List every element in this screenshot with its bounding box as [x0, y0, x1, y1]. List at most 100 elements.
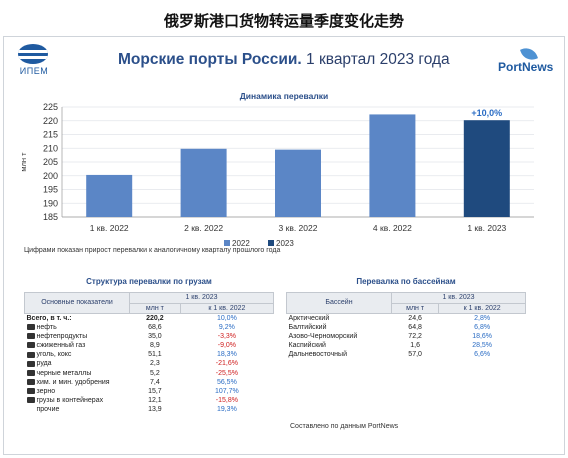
- x-tick-label: 1 кв. 2023: [467, 223, 506, 233]
- cargo-section-title: Структура перевалки по грузам: [86, 277, 212, 286]
- row-label: Арктический: [287, 314, 392, 324]
- y-tick-label: 225: [43, 102, 58, 112]
- row-name: хим. и мин. удобрения: [36, 378, 110, 386]
- row-name: Арктический: [288, 315, 330, 322]
- row-value: 5,2: [150, 369, 160, 377]
- bar-chart: 185 190 195 200 205 210 215 220 225 млн т 1 кв. 20…: [19, 102, 534, 248]
- basin-unit: млн т: [390, 302, 440, 314]
- y-tick-label: 205: [43, 157, 58, 167]
- table-row: нефть 68,6 9,2%: [25, 323, 274, 332]
- table-row: Всего, в т. ч.: 220,2 10,0%: [24, 313, 274, 324]
- grain-icon: [26, 387, 35, 394]
- chart-note: Цифрами показан прирост перевалки к анал…: [24, 247, 281, 254]
- metal-icon: [26, 369, 35, 376]
- table-row: зерно 15,7 107,7%: [25, 387, 274, 396]
- x-tick-label: 3 кв. 2022: [279, 223, 318, 233]
- table-row: уголь, кокс 51,1 18,3%: [25, 350, 274, 359]
- row-value: 220,2: [146, 315, 164, 322]
- row-value: 15,7: [148, 387, 162, 395]
- row-value: 24,6: [408, 315, 422, 322]
- row-change: 10,0%: [216, 315, 237, 322]
- row-change: 19,3%: [216, 405, 237, 413]
- row-change: 6,6%: [474, 351, 491, 359]
- row-name: Каспийский: [288, 342, 326, 350]
- row-value: 2,3: [150, 360, 160, 368]
- y-tick-label: 185: [43, 212, 58, 222]
- row-name: зерно: [36, 387, 56, 395]
- row-name: нефть: [36, 324, 57, 332]
- basin-col-label: Бассейн: [286, 292, 392, 314]
- row-label: Всего, в т. ч.:: [25, 314, 130, 324]
- legend-swatch: [224, 240, 230, 246]
- row-change: -3,3%: [217, 333, 237, 341]
- row-value: 8,9: [150, 342, 160, 350]
- table-row: нефтепродукты 35,0 -3,3%: [25, 332, 274, 341]
- table-row: прочие 13,9 19,3%: [25, 405, 274, 414]
- basin-section-title: Перевалка по бассейнам: [356, 277, 456, 286]
- y-tick-label: 190: [43, 198, 58, 208]
- row-name: Азово-Черноморский: [288, 333, 358, 341]
- row-label: грузы в контейнерах: [25, 396, 130, 405]
- row-change: 28,5%: [472, 342, 493, 350]
- table-row: сжиженный газ 8,9 -9,0%: [25, 341, 274, 350]
- table-row: грузы в контейнерах 12,1 -15,8%: [25, 396, 274, 405]
- cargo-unit: млн т: [129, 302, 181, 314]
- row-change: 107,7%: [215, 387, 239, 395]
- container-icon: [26, 397, 35, 403]
- basin-period: 1 кв. 2023: [391, 292, 526, 304]
- row-label: прочие: [25, 405, 130, 414]
- row-label: зерно: [25, 387, 130, 396]
- gas-tank-icon: [26, 342, 35, 349]
- row-change: 18,6%: [472, 333, 493, 341]
- page-title: Морские порты России. 1 квартал 2023 год…: [118, 51, 450, 69]
- row-value: 72,2: [408, 333, 422, 341]
- legend-swatch: [268, 240, 274, 246]
- row-label: Дальневосточный: [287, 350, 392, 359]
- table-row: черные металлы 5,2 -25,5%: [25, 369, 274, 378]
- row-name: грузы в контейнерах: [36, 396, 104, 404]
- row-label: Балтийский: [287, 323, 392, 332]
- row-change: 9,2%: [218, 324, 235, 332]
- row-label: Азово-Черноморский: [287, 332, 392, 341]
- row-change: 6,8%: [474, 324, 491, 332]
- row-change: 2,8%: [474, 315, 491, 322]
- row-name: прочие: [36, 405, 60, 413]
- cargo-col-label: Основные показатели: [24, 292, 130, 314]
- row-label: хим. и мин. удобрения: [25, 378, 130, 387]
- row-label: уголь, кокс: [25, 350, 130, 359]
- row-label: руда: [25, 359, 130, 368]
- cargo-period: 1 кв. 2023: [129, 292, 274, 304]
- legend-label: 2023: [276, 239, 294, 248]
- row-value: 57,0: [408, 351, 422, 359]
- row-name: уголь, кокс: [36, 351, 72, 359]
- row-value: 1,6: [410, 342, 420, 350]
- row-value: 7,4: [150, 378, 160, 386]
- y-tick-label: 195: [43, 185, 58, 195]
- y-tick-label: 220: [43, 116, 58, 126]
- table-row: Дальневосточный 57,0 6,6%: [287, 350, 526, 359]
- bar: [463, 120, 510, 217]
- fuel-icon: [26, 333, 35, 340]
- row-value: 51,1: [148, 351, 162, 359]
- infographic-frame: ИПЕМ Морские порты России. 1 квартал 202…: [3, 36, 565, 455]
- page-title-sub: 1 квартал 2023 года: [306, 51, 450, 68]
- row-name: нефтепродукты: [36, 333, 88, 341]
- row-value: 64,8: [408, 324, 422, 332]
- bar: [369, 114, 416, 217]
- ipem-logo: ИПЕМ: [14, 44, 54, 76]
- row-name: сжиженный газ: [36, 342, 86, 350]
- x-tick-label: 1 кв. 2022: [90, 223, 129, 233]
- row-name: Балтийский: [288, 324, 327, 332]
- portnews-logo: PortNews: [498, 45, 554, 77]
- bar: [275, 149, 321, 217]
- row-name: руда: [36, 360, 52, 368]
- row-value: 35,0: [148, 333, 162, 341]
- row-label: сжиженный газ: [25, 341, 130, 350]
- cargo-table: Основные показатели 1 кв. 2023 млн т к 1…: [24, 292, 275, 414]
- basin-table: Бассейн 1 кв. 2023 млн т к 1 кв. 2022 Ар…: [286, 292, 526, 359]
- table-row: Арктический 24,6 2,8%: [287, 314, 526, 324]
- table-row: Балтийский 64,8 6,8%: [287, 323, 526, 332]
- page-title-main: Морские порты России.: [118, 51, 302, 68]
- row-value: 13,9: [148, 405, 162, 413]
- row-change: -21,6%: [215, 360, 238, 368]
